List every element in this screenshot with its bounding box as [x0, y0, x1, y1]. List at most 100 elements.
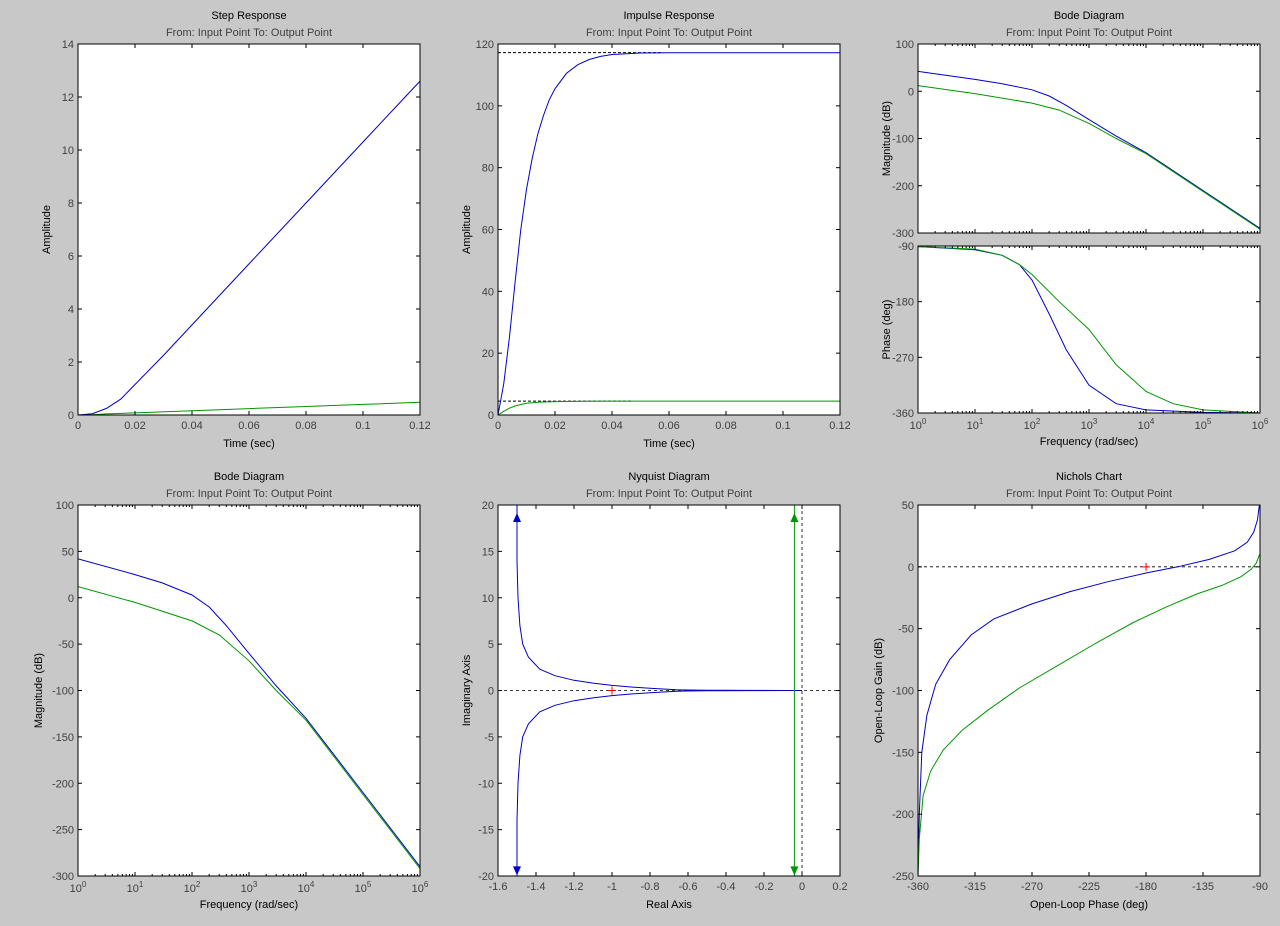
- x-tick-label: -270: [1021, 881, 1043, 893]
- critical-point-marker: [608, 686, 616, 695]
- y-tick-label: 0: [68, 593, 74, 605]
- y-tick-label: -20: [478, 871, 494, 883]
- chart-bode_top_mag: Bode Diagram From: Input Point To: Output…: [881, 10, 1261, 240]
- plot-area: [78, 80, 420, 415]
- x-tick-label: 0: [799, 881, 805, 893]
- x-tick-label: 0.02: [544, 420, 565, 432]
- chart-subtitle: From: Input Point To: Output Point: [166, 27, 332, 39]
- y-tick-label: 0: [488, 410, 494, 422]
- x-axis-label: Time (sec): [643, 438, 695, 450]
- y-tick-label: 10: [482, 593, 494, 605]
- series-line-blue: [918, 70, 1260, 229]
- x-tick-label: 0.2: [832, 881, 847, 893]
- x-tick-label: 0: [75, 420, 81, 432]
- chart-title: Bode Diagram: [1054, 10, 1124, 22]
- chart-title: Step Response: [211, 10, 286, 22]
- x-tick-label: -135: [1192, 881, 1214, 893]
- chart-nichols: Nichols Chart From: Input Point To: Outpu…: [873, 471, 1268, 911]
- x-tick-label: -315: [964, 881, 986, 893]
- x-tick-label: -1.4: [527, 881, 546, 893]
- series-line-green: [918, 85, 1260, 230]
- y-tick-label: -300: [52, 871, 74, 883]
- chart-title: Impulse Response: [623, 10, 714, 22]
- x-tick-label: 0.1: [355, 420, 370, 432]
- series-line-blue: [516, 690, 802, 876]
- y-axis-label: Amplitude: [461, 205, 473, 254]
- direction-arrow-marker: [790, 866, 799, 876]
- y-tick-label: 20: [482, 500, 494, 512]
- x-tick-label: -1: [607, 881, 617, 893]
- x-tick-label: 0.04: [601, 420, 622, 432]
- x-tick-label: -225: [1078, 881, 1100, 893]
- y-tick-label: -100: [892, 134, 914, 146]
- y-tick-label: 8: [68, 198, 74, 210]
- x-axis-label: Frequency (rad/sec): [1040, 436, 1138, 448]
- y-tick-label: -10: [478, 778, 494, 790]
- x-tick-label: -180: [1135, 881, 1157, 893]
- y-tick-label: -150: [892, 747, 914, 759]
- axes-area: [78, 505, 420, 876]
- x-axis-label: Time (sec): [223, 438, 275, 450]
- y-tick-label: 40: [482, 286, 494, 298]
- direction-arrow-marker: [513, 512, 521, 522]
- axes-area: [918, 505, 1260, 876]
- chart-subtitle: From: Input Point To: Output Point: [166, 488, 332, 500]
- y-tick-label: -360: [892, 408, 914, 420]
- series-line-green: [78, 401, 420, 415]
- x-tick-label: 0.02: [124, 420, 145, 432]
- y-tick-label: -100: [52, 686, 74, 698]
- axes-area: [78, 44, 420, 415]
- y-axis-label: Open-Loop Gain (dB): [873, 638, 885, 743]
- y-tick-label: 0: [908, 86, 914, 98]
- y-tick-label: -50: [58, 639, 74, 651]
- series-line-blue: [78, 558, 420, 868]
- y-axis-label: Magnitude (dB): [881, 101, 893, 176]
- x-tick-label: -90: [1252, 881, 1268, 893]
- x-tick-label: 0.1: [775, 420, 790, 432]
- axes-area: [498, 44, 840, 415]
- y-tick-label: 12: [62, 92, 74, 104]
- x-tick-label: 0.12: [829, 420, 850, 432]
- y-tick-label: 5: [488, 639, 494, 651]
- chart-title: Nichols Chart: [1056, 471, 1122, 483]
- chart-subtitle: From: Input Point To: Output Point: [586, 27, 752, 39]
- y-tick-label: -270: [892, 352, 914, 364]
- x-tick-label: -1.6: [489, 881, 508, 893]
- plot-area: [918, 246, 1260, 413]
- x-tick-label: -0.6: [679, 881, 698, 893]
- y-tick-label: -250: [52, 825, 74, 837]
- y-tick-label: 15: [482, 546, 494, 558]
- x-tick-label: -0.2: [755, 881, 774, 893]
- y-tick-label: -5: [484, 732, 494, 744]
- x-tick-label: 0.12: [409, 420, 430, 432]
- chart-bode_bottom: Bode Diagram From: Input Point To: Output…: [33, 471, 429, 911]
- x-tick-label: 10610^6: [412, 880, 429, 895]
- y-tick-label: 2: [68, 357, 74, 369]
- y-tick-label: 0: [488, 686, 494, 698]
- y-tick-label: 4: [68, 304, 74, 316]
- y-tick-label: 100: [476, 101, 494, 113]
- x-axis-label: Open-Loop Phase (deg): [1030, 899, 1148, 911]
- y-tick-label: 50: [62, 546, 74, 558]
- series-line-green: [78, 586, 420, 869]
- y-tick-label: 6: [68, 251, 74, 263]
- y-tick-label: 14: [62, 39, 74, 51]
- chart-nyquist: Nyquist Diagram From: Input Point To: Out…: [461, 471, 848, 911]
- series-line-blue: [498, 52, 840, 415]
- y-tick-label: -180: [892, 297, 914, 309]
- chart-impulse: Impulse Response From: Input Point To: Ou…: [461, 10, 851, 450]
- direction-arrow-marker: [790, 512, 799, 522]
- y-tick-label: 60: [482, 225, 494, 237]
- series-line-blue: [78, 80, 420, 415]
- x-axis-label: Real Axis: [646, 899, 692, 911]
- y-tick-label: -100: [892, 686, 914, 698]
- plot-area: [918, 70, 1260, 230]
- y-tick-label: 80: [482, 163, 494, 175]
